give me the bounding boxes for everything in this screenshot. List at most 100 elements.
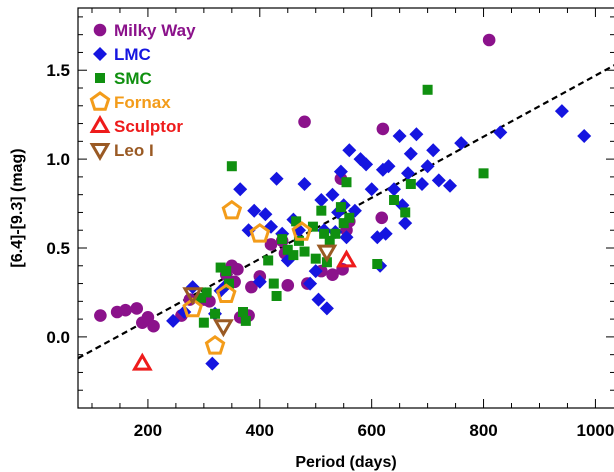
point-fornax [221, 199, 243, 220]
point-lmc [381, 159, 396, 174]
point-smc [324, 235, 335, 246]
point-smc [277, 234, 288, 245]
point-lmc [401, 166, 415, 181]
point-sculptor [336, 249, 357, 268]
point-smc [344, 212, 355, 223]
fit-line [77, 64, 614, 360]
point-lmc [454, 136, 469, 151]
point-smc [299, 246, 310, 257]
point-lmc [398, 216, 413, 231]
point-lmc [493, 125, 508, 140]
point-smc [221, 266, 232, 277]
legend-marker-smc [95, 73, 105, 83]
point-lmc [185, 280, 200, 295]
point-lmc [426, 143, 441, 158]
y-tick-label: 1.5 [46, 61, 70, 80]
point-milky-way [298, 115, 311, 129]
x-axis-title: Period (days) [295, 454, 396, 471]
legend-label-smc: SMC [114, 69, 152, 88]
point-milky-way [281, 279, 295, 292]
point-milky-way [264, 238, 278, 251]
point-lmc [311, 292, 326, 307]
legend-label-leo-i: Leo I [114, 141, 154, 160]
legend: Milky Way LMC SMC Fornax Sculptor Leo I [89, 21, 196, 161]
point-lmc [258, 207, 273, 222]
point-milky-way [147, 319, 160, 333]
point-fornax [215, 283, 237, 303]
point-smc [282, 244, 293, 255]
point-fornax [204, 334, 226, 355]
point-leo-i [182, 287, 204, 306]
point-lmc [325, 187, 340, 202]
point-smc [224, 278, 235, 289]
point-lmc [415, 177, 429, 191]
point-lmc [403, 146, 418, 161]
data-points [94, 33, 592, 371]
point-smc [226, 161, 237, 172]
fit-line-layer [77, 64, 614, 360]
point-smc [238, 307, 249, 317]
y-tick-label: 0.5 [46, 239, 70, 258]
point-milky-way [376, 122, 390, 136]
legend-marker-milky-way [93, 23, 107, 37]
point-smc [288, 250, 299, 261]
point-smc [198, 317, 209, 328]
point-milky-way [130, 302, 144, 315]
legend-marker-sculptor [89, 115, 111, 133]
point-lmc [166, 313, 181, 328]
point-lmc [264, 219, 278, 234]
point-lmc [308, 264, 323, 279]
point-smc [210, 308, 221, 319]
axis-ticks: 200 400 600 800 1000 0.0 0.5 1.0 1.5 [46, 8, 614, 440]
y-tick-label: 0.0 [46, 328, 70, 347]
point-lmc [339, 230, 354, 245]
point-smc [307, 221, 318, 232]
y-axis-title: [6.4]-[9.3] (mag) [9, 148, 26, 267]
x-tick-label: 800 [469, 421, 497, 440]
point-smc [330, 228, 341, 239]
point-smc [316, 205, 327, 216]
point-smc [196, 292, 207, 303]
point-smc [400, 207, 411, 218]
point-leo-i [213, 319, 234, 338]
legend-marker-lmc [93, 47, 107, 61]
point-lmc [319, 301, 334, 316]
point-lmc [431, 173, 446, 188]
y-tick-label: 1.0 [46, 150, 70, 169]
x-tick-label: 600 [357, 421, 385, 440]
point-milky-way [326, 268, 339, 281]
point-smc [240, 315, 251, 326]
point-sculptor [131, 352, 153, 371]
point-lmc [297, 177, 312, 191]
legend-label-lmc: LMC [114, 45, 151, 64]
point-milky-way [94, 309, 107, 322]
point-milky-way [119, 303, 132, 317]
point-fornax [249, 222, 271, 243]
point-smc [268, 278, 279, 289]
point-lmc [303, 276, 318, 291]
point-lmc [554, 104, 569, 119]
legend-marker-fornax [89, 91, 111, 111]
point-smc [293, 235, 304, 246]
point-lmc [233, 182, 248, 197]
point-lmc [392, 129, 407, 143]
plot-frame [77, 7, 614, 409]
point-smc [291, 216, 302, 227]
x-tick-label: 200 [134, 421, 162, 440]
point-smc [271, 291, 282, 301]
point-lmc [378, 226, 393, 241]
point-smc [215, 262, 226, 273]
point-milky-way [203, 295, 216, 308]
point-milky-way [375, 211, 389, 225]
point-lmc [577, 129, 592, 143]
point-lmc [269, 171, 284, 186]
point-smc [319, 228, 330, 239]
point-lmc [333, 164, 348, 179]
point-lmc [247, 203, 262, 218]
point-smc [201, 287, 212, 298]
point-smc [335, 202, 346, 213]
point-leo-i [316, 244, 338, 263]
point-lmc [364, 182, 379, 197]
legend-marker-leo-i [89, 143, 111, 161]
point-smc [389, 195, 400, 205]
